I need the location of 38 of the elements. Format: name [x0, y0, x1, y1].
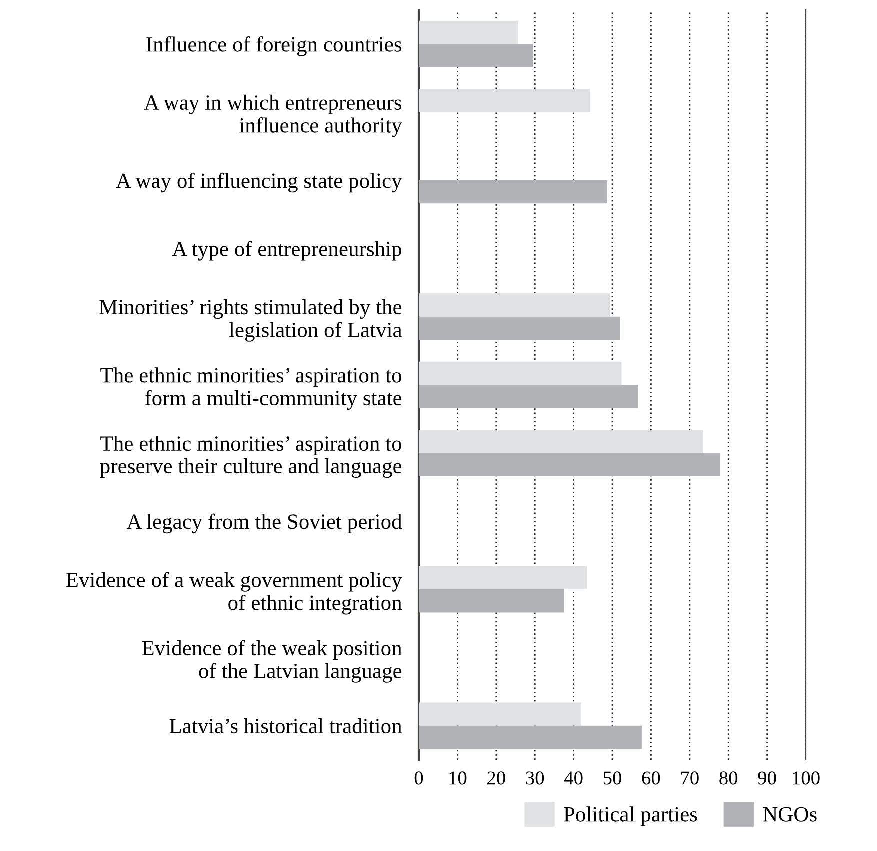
bar: [419, 430, 704, 454]
bar: [419, 44, 534, 68]
y-tick-label: Latvia’s historical tradition: [170, 718, 402, 734]
x-tick-label: 90: [758, 772, 776, 785]
y-tick-label: Influence of foreign countries: [146, 36, 402, 56]
y-tick-label: The ethnic minorities’ aspiration to preserve their culture and language: [100, 436, 402, 478]
x-tick-label: 0: [414, 772, 424, 785]
bar: [419, 316, 620, 340]
y-tick-label: The ethnic minorities’ aspiration to form a multi-community state: [100, 368, 402, 410]
y-tick-label: Evidence of a weak government policy of ethnic integration: [66, 572, 402, 615]
x-tick-label: 80: [720, 772, 738, 785]
x-tick-label: 10: [450, 772, 467, 785]
x-tick-label: 30: [526, 772, 544, 785]
bar: [419, 20, 518, 44]
legend-label: NGOs: [763, 807, 817, 822]
x-tick-label: 40: [564, 772, 583, 785]
x-tick-label: 20: [488, 772, 506, 785]
y-tick-label: A type of entrepreneurship: [172, 241, 402, 261]
legend-label: Political parties: [564, 806, 698, 826]
bar: [419, 362, 622, 385]
bar: [419, 702, 582, 726]
x-tick-label: 70: [681, 772, 699, 785]
bar: [419, 294, 610, 317]
bar: [419, 566, 588, 590]
bar: [419, 385, 638, 408]
y-tick-label: A legacy from the Soviet period: [126, 514, 402, 534]
bar: [419, 89, 590, 112]
y-tick-label: A way of influencing state policy: [116, 172, 402, 193]
x-tick-label: 50: [604, 772, 622, 785]
bar: [419, 180, 608, 204]
y-tick-label: Evidence of the weak position of the Latvian language: [142, 640, 402, 683]
x-tick-label: 100: [793, 772, 820, 785]
y-tick-label: A way in which entrepreneurs influence authority: [144, 94, 402, 138]
bar: [419, 453, 720, 476]
bar: [419, 726, 642, 750]
x-tick-label: 60: [642, 772, 660, 785]
y-tick-label: Minorities’ rights stimulated by the legislation of Latvia: [100, 299, 402, 342]
bar: [419, 590, 564, 613]
